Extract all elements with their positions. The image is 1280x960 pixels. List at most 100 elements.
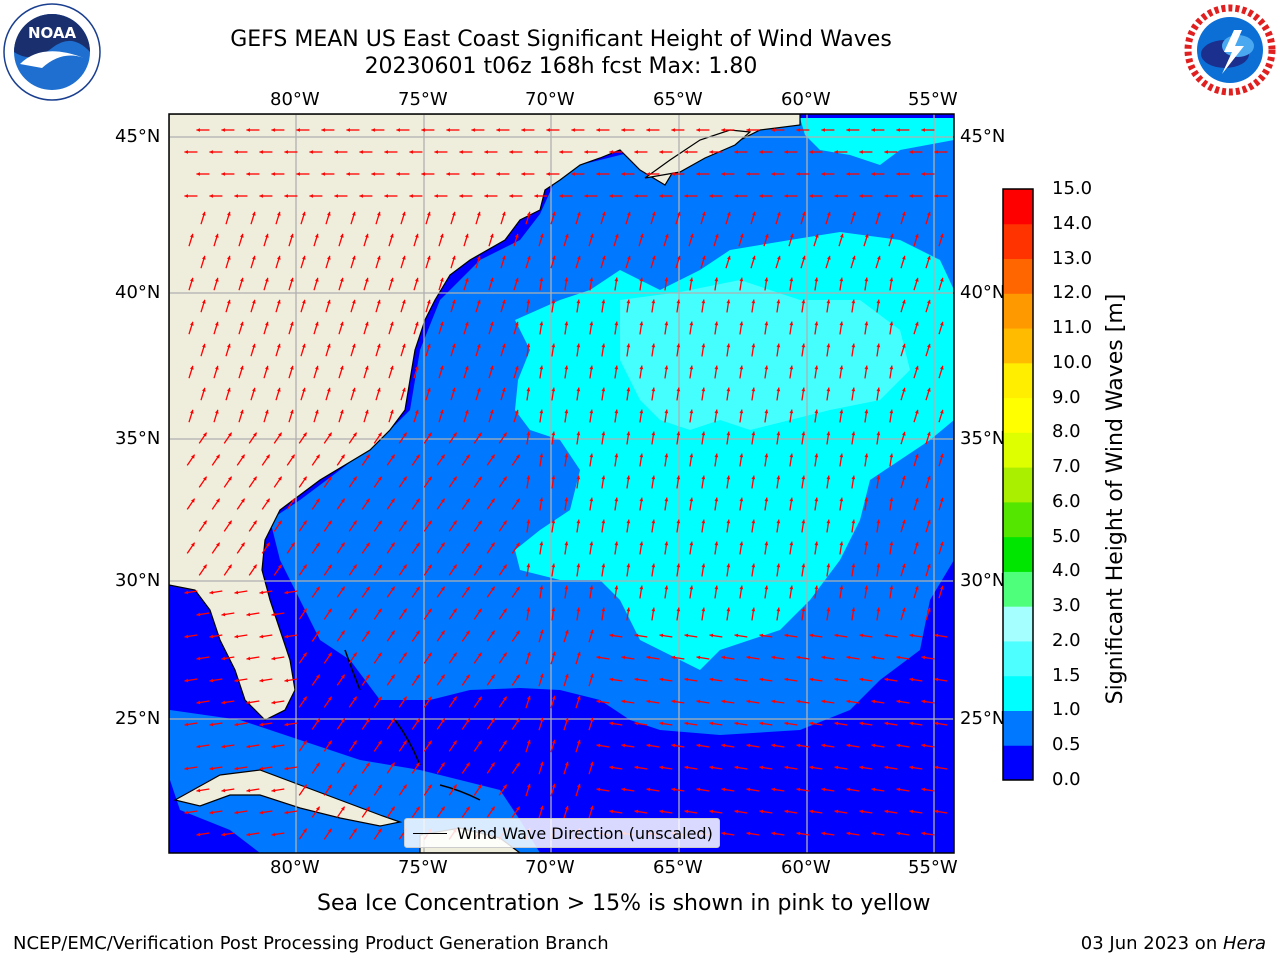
wave-direction-arrowhead <box>539 321 544 326</box>
wave-direction-arrowhead <box>789 409 794 414</box>
wave-direction-arrowhead <box>503 520 507 525</box>
wave-direction-arrowhead <box>526 519 531 524</box>
wave-direction-arrowhead <box>889 453 894 458</box>
wave-direction-arrowhead <box>601 387 606 392</box>
wave-direction-arrowhead <box>221 744 226 749</box>
wave-direction-arrowhead <box>196 788 201 793</box>
wave-direction-arrowhead <box>551 255 556 260</box>
wave-direction-arrowhead <box>684 809 689 814</box>
wave-direction-arrowhead <box>796 831 801 836</box>
wave-direction-arrowhead <box>821 655 826 660</box>
wave-direction-arrowhead <box>378 828 382 833</box>
wave-direction-arrowhead <box>721 787 726 792</box>
wave-band-0-5-1-0 <box>170 710 540 853</box>
wave-direction-arrowhead <box>246 128 250 132</box>
wave-direction-arrowhead <box>914 233 919 238</box>
wave-direction-arrowhead <box>403 696 407 701</box>
wave-direction-arrowhead <box>414 321 419 326</box>
wave-direction-arrowhead <box>659 194 663 198</box>
wave-direction-arrowhead <box>426 211 431 216</box>
wave-direction-arrowhead <box>509 150 513 154</box>
wave-direction-arrowhead <box>271 172 275 176</box>
wave-direction-arrowhead <box>764 497 769 502</box>
wave-direction-arrowhead <box>714 585 719 590</box>
wave-direction-arrowhead <box>201 387 206 392</box>
colorbar-tick-label: 4.0 <box>1052 560 1081 582</box>
wave-direction-arrowhead <box>314 409 319 414</box>
wave-direction-arrowhead <box>571 128 575 132</box>
wave-direction-arrowhead <box>346 172 350 176</box>
wave-direction-arrowhead <box>696 128 700 132</box>
wave-direction-arrowhead <box>726 211 731 216</box>
colorbar-tick-label: 9.0 <box>1052 386 1081 408</box>
wave-direction-arrowhead <box>739 365 744 370</box>
wave-direction-arrowhead <box>326 255 331 260</box>
wave-direction-arrowhead <box>921 787 926 792</box>
wave-direction-arrowhead <box>914 541 919 546</box>
wave-direction-arrowhead <box>796 128 800 132</box>
colorbar-segment <box>1003 432 1033 468</box>
lat-label-right: 45°N <box>960 126 1006 147</box>
wave-direction-arrowhead <box>471 172 475 176</box>
wave-direction-arrowhead <box>428 564 432 569</box>
wave-direction-arrowhead <box>328 828 332 833</box>
wave-direction-arrowhead <box>503 432 507 437</box>
wave-direction-arrowhead <box>359 150 363 154</box>
wave-direction-arrowhead <box>734 194 738 198</box>
wave-direction-arrowhead <box>303 520 307 525</box>
wave-direction-arrowhead <box>721 172 725 176</box>
wave-direction-arrowhead <box>809 721 814 726</box>
wave-direction-arrowhead <box>189 277 194 282</box>
wave-direction-arrowhead <box>721 655 726 660</box>
wave-direction-arrowhead <box>589 321 594 326</box>
wave-direction-arrowhead <box>464 277 469 282</box>
wave-direction-arrowhead <box>759 721 764 726</box>
wave-direction-arrowhead <box>909 194 913 198</box>
wave-direction-arrowhead <box>191 498 195 503</box>
wave-direction-arrowhead <box>466 806 470 811</box>
wave-direction-arrowhead <box>209 766 214 771</box>
wave-direction-arrowhead <box>614 277 619 282</box>
wave-direction-arrowhead <box>441 498 445 503</box>
wave-direction-arrowhead <box>634 633 639 638</box>
wave-direction-arrowhead <box>821 128 825 132</box>
wave-direction-arrowhead <box>871 172 875 176</box>
wave-direction-arrowhead <box>859 765 864 770</box>
wave-direction-arrowhead <box>551 739 556 744</box>
sea-ice-note: Sea Ice Concentration > 15% is shown in … <box>317 891 931 916</box>
wave-direction-arrowhead <box>234 634 239 639</box>
wave-direction-arrowhead <box>701 431 706 436</box>
wave-direction-arrowhead <box>453 652 457 657</box>
wave-direction-arrowhead <box>264 277 269 282</box>
wave-direction-arrowhead <box>226 299 231 304</box>
wave-direction-arrowhead <box>909 633 914 638</box>
wave-direction-arrowhead <box>466 454 470 459</box>
wave-direction-arrowhead <box>209 678 214 683</box>
wave-direction-arrowhead <box>864 277 869 282</box>
wave-direction-arrowhead <box>634 194 638 198</box>
wave-direction-arrowhead <box>789 321 794 326</box>
wave-direction-arrowhead <box>491 674 495 679</box>
lat-label-left: 30°N <box>115 570 161 591</box>
wave-direction-arrowhead <box>614 409 619 414</box>
wave-direction-arrowhead <box>351 387 356 392</box>
wave-direction-arrowhead <box>439 365 444 370</box>
wave-direction-arrowhead <box>596 128 600 132</box>
wave-direction-arrowhead <box>203 432 207 437</box>
wave-direction-arrowhead <box>714 321 719 326</box>
wave-direction-arrowhead <box>659 765 664 770</box>
wave-direction-arrowhead <box>609 633 614 638</box>
wave-direction-arrowhead <box>491 498 495 503</box>
wave-direction-arrowhead <box>939 365 944 370</box>
wave-direction-arrowhead <box>851 519 856 524</box>
wave-direction-arrowhead <box>901 607 906 612</box>
wave-direction-arrowhead <box>251 255 256 260</box>
wave-direction-arrowhead <box>734 809 739 814</box>
wave-direction-arrowhead <box>376 255 381 260</box>
wave-direction-arrowhead <box>189 409 194 414</box>
wave-direction-arrowhead <box>389 409 394 414</box>
wave-direction-arrowhead <box>551 563 556 568</box>
wave-direction-arrowhead <box>776 255 781 260</box>
wave-direction-arrowhead <box>284 722 289 727</box>
wave-direction-arrowhead <box>289 409 294 414</box>
